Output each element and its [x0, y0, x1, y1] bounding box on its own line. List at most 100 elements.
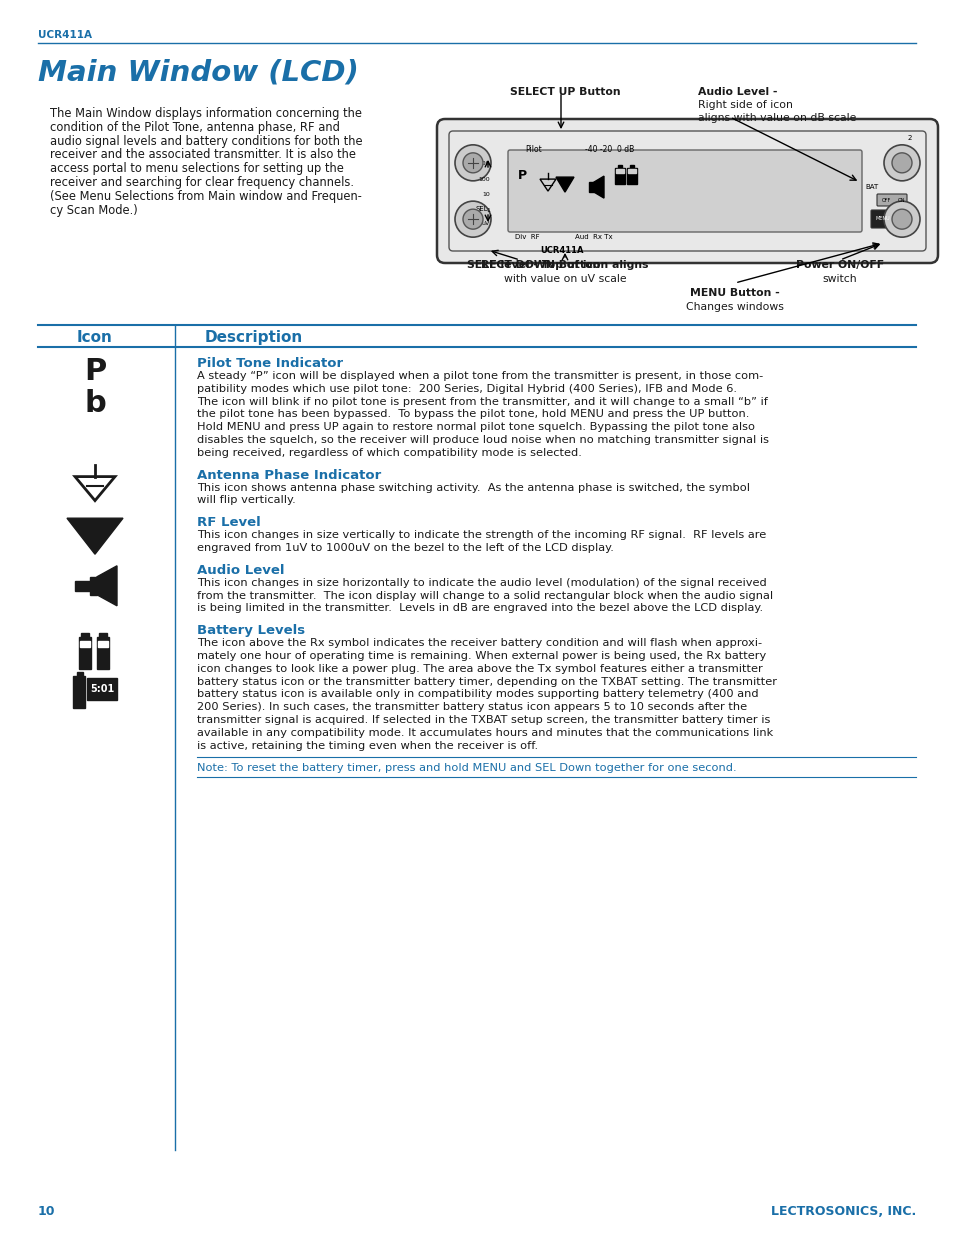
Text: Pilot: Pilot — [524, 144, 541, 154]
Polygon shape — [556, 177, 574, 193]
Text: The icon above the Rx symbol indicates the receiver battery condition and will f: The icon above the Rx symbol indicates t… — [196, 638, 761, 648]
Text: engraved from 1uV to 1000uV on the bezel to the left of the LCD display.: engraved from 1uV to 1000uV on the bezel… — [196, 543, 613, 553]
Text: Battery Levels: Battery Levels — [196, 624, 305, 637]
Text: -40 -20  0 dB: -40 -20 0 dB — [584, 144, 634, 154]
Bar — [627, 169, 636, 173]
Text: UCR411A: UCR411A — [38, 30, 91, 40]
Text: icon changes to look like a power plug. The area above the Tx symbol features ei: icon changes to look like a power plug. … — [196, 663, 762, 674]
Text: switch: switch — [821, 274, 857, 284]
Text: SELECT DOWN Button: SELECT DOWN Button — [467, 261, 599, 270]
Text: Main Window (LCD): Main Window (LCD) — [38, 59, 358, 86]
Bar — [80, 641, 90, 647]
Text: 10: 10 — [482, 193, 490, 198]
Text: SEL: SEL — [476, 206, 488, 212]
Text: transmitter signal is acquired. If selected in the TXBAT setup screen, the trans: transmitter signal is acquired. If selec… — [196, 715, 770, 725]
Text: 200 Series). In such cases, the transmitter battery status icon appears 5 to 10 : 200 Series). In such cases, the transmit… — [196, 703, 746, 713]
Text: RF Level: RF Level — [196, 516, 260, 530]
Text: The icon will blink if no pilot tone is present from the transmitter, and it wil: The icon will blink if no pilot tone is … — [196, 396, 767, 406]
Bar — [616, 169, 623, 173]
Text: 5:01: 5:01 — [90, 684, 114, 694]
Text: available in any compatibility mode. It accumulates hours and minutes that the c: available in any compatibility mode. It … — [196, 727, 773, 737]
Text: 1: 1 — [486, 207, 490, 212]
Text: 2: 2 — [907, 135, 911, 141]
Circle shape — [883, 144, 919, 180]
Text: ON: ON — [897, 198, 904, 203]
Text: P: P — [517, 169, 526, 182]
Text: patibility modes which use pilot tone:  200 Series, Digital Hybrid (400 Series),: patibility modes which use pilot tone: 2… — [196, 384, 737, 394]
Text: battery status icon is available only in compatibility modes supporting battery : battery status icon is available only in… — [196, 689, 758, 699]
Circle shape — [455, 144, 491, 180]
Text: Antenna Phase Indicator: Antenna Phase Indicator — [196, 468, 381, 482]
Text: Hold MENU and press UP again to restore normal pilot tone squelch. Bypassing the: Hold MENU and press UP again to restore … — [196, 422, 754, 432]
Bar — [99, 634, 107, 637]
Text: Description: Description — [205, 330, 303, 345]
Circle shape — [883, 201, 919, 237]
Text: Audio Level: Audio Level — [196, 564, 284, 577]
Text: battery status icon or the transmitter battery timer, depending on the TXBAT set: battery status icon or the transmitter b… — [196, 677, 776, 687]
FancyBboxPatch shape — [436, 119, 937, 263]
Bar — [73, 677, 85, 708]
Text: Right side of icon: Right side of icon — [698, 100, 792, 110]
Text: Div  RF: Div RF — [515, 233, 539, 240]
Text: cy Scan Mode.): cy Scan Mode.) — [50, 204, 137, 216]
Text: RF level - Top of icon aligns: RF level - Top of icon aligns — [480, 261, 648, 270]
Text: P: P — [84, 357, 106, 387]
Text: This icon changes in size vertically to indicate the strength of the incoming RF: This icon changes in size vertically to … — [196, 530, 765, 540]
FancyBboxPatch shape — [507, 149, 862, 232]
Text: audio signal levels and battery conditions for both the: audio signal levels and battery conditio… — [50, 135, 362, 148]
Text: disables the squelch, so the receiver will produce loud noise when no matching t: disables the squelch, so the receiver wi… — [196, 435, 768, 445]
Text: 10: 10 — [38, 1205, 55, 1218]
Text: access portal to menu selections for setting up the: access portal to menu selections for set… — [50, 162, 343, 175]
Text: from the transmitter.  The icon display will change to a solid rectangular block: from the transmitter. The icon display w… — [196, 590, 772, 600]
Circle shape — [891, 153, 911, 173]
Text: is active, retaining the timing even when the receiver is off.: is active, retaining the timing even whe… — [196, 741, 537, 751]
Text: uV: uV — [481, 221, 490, 226]
Text: receiver and searching for clear frequency channels.: receiver and searching for clear frequen… — [50, 177, 354, 189]
Text: UCR411A: UCR411A — [539, 246, 583, 254]
Polygon shape — [97, 566, 117, 606]
Text: This icon shows antenna phase switching activity.  As the antenna phase is switc: This icon shows antenna phase switching … — [196, 483, 749, 493]
Text: This icon changes in size horizontally to indicate the audio level (modulation) : This icon changes in size horizontally t… — [196, 578, 766, 588]
Text: Audio Level -: Audio Level - — [698, 86, 777, 98]
Text: SELECT UP Button: SELECT UP Button — [510, 86, 620, 98]
Bar — [98, 641, 108, 647]
Text: Pilot Tone Indicator: Pilot Tone Indicator — [196, 357, 343, 370]
Circle shape — [462, 153, 482, 173]
Text: BAT: BAT — [864, 184, 878, 190]
Text: receiver and the associated transmitter. It is also the: receiver and the associated transmitter.… — [50, 148, 355, 162]
Bar — [79, 637, 91, 669]
Text: Aud  Rx Tx: Aud Rx Tx — [575, 233, 612, 240]
Text: Icon: Icon — [77, 330, 112, 345]
Circle shape — [455, 201, 491, 237]
Bar — [588, 182, 594, 193]
Text: is being limited in the transmitter.  Levels in dB are engraved into the bezel a: is being limited in the transmitter. Lev… — [196, 604, 762, 614]
Bar — [75, 580, 90, 590]
Polygon shape — [67, 519, 123, 555]
FancyBboxPatch shape — [876, 194, 906, 206]
Text: will flip vertically.: will flip vertically. — [196, 495, 295, 505]
Text: 1000: 1000 — [474, 162, 490, 167]
Polygon shape — [594, 177, 603, 198]
Bar — [81, 634, 89, 637]
Text: Note: To reset the battery timer, press and hold MENU and SEL Down together for : Note: To reset the battery timer, press … — [196, 763, 736, 773]
Text: mately one hour of operating time is remaining. When external power is being use: mately one hour of operating time is rem… — [196, 651, 765, 661]
Text: 100: 100 — [477, 177, 490, 182]
Bar — [97, 637, 109, 669]
Bar — [618, 164, 621, 168]
Text: (See Menu Selections from Main window and Frequen-: (See Menu Selections from Main window an… — [50, 190, 361, 203]
Text: Changes windows: Changes windows — [685, 303, 783, 312]
Text: OFF: OFF — [882, 198, 890, 203]
Text: A steady “P” icon will be displayed when a pilot tone from the transmitter is pr: A steady “P” icon will be displayed when… — [196, 370, 762, 382]
Text: MENU Button -: MENU Button - — [689, 288, 779, 298]
Text: b: b — [84, 389, 106, 417]
Text: MENU: MENU — [875, 216, 889, 221]
Bar — [87, 678, 117, 700]
Bar — [77, 672, 83, 677]
Text: the pilot tone has been bypassed.  To bypass the pilot tone, hold MENU and press: the pilot tone has been bypassed. To byp… — [196, 409, 749, 420]
Bar — [90, 577, 97, 595]
Circle shape — [891, 209, 911, 230]
Text: LECTROSONICS, INC.: LECTROSONICS, INC. — [770, 1205, 915, 1218]
Text: aligns with value on dB scale: aligns with value on dB scale — [698, 112, 856, 124]
Text: The Main Window displays information concerning the: The Main Window displays information con… — [50, 107, 361, 120]
Text: being received, regardless of which compatibility mode is selected.: being received, regardless of which comp… — [196, 448, 581, 458]
